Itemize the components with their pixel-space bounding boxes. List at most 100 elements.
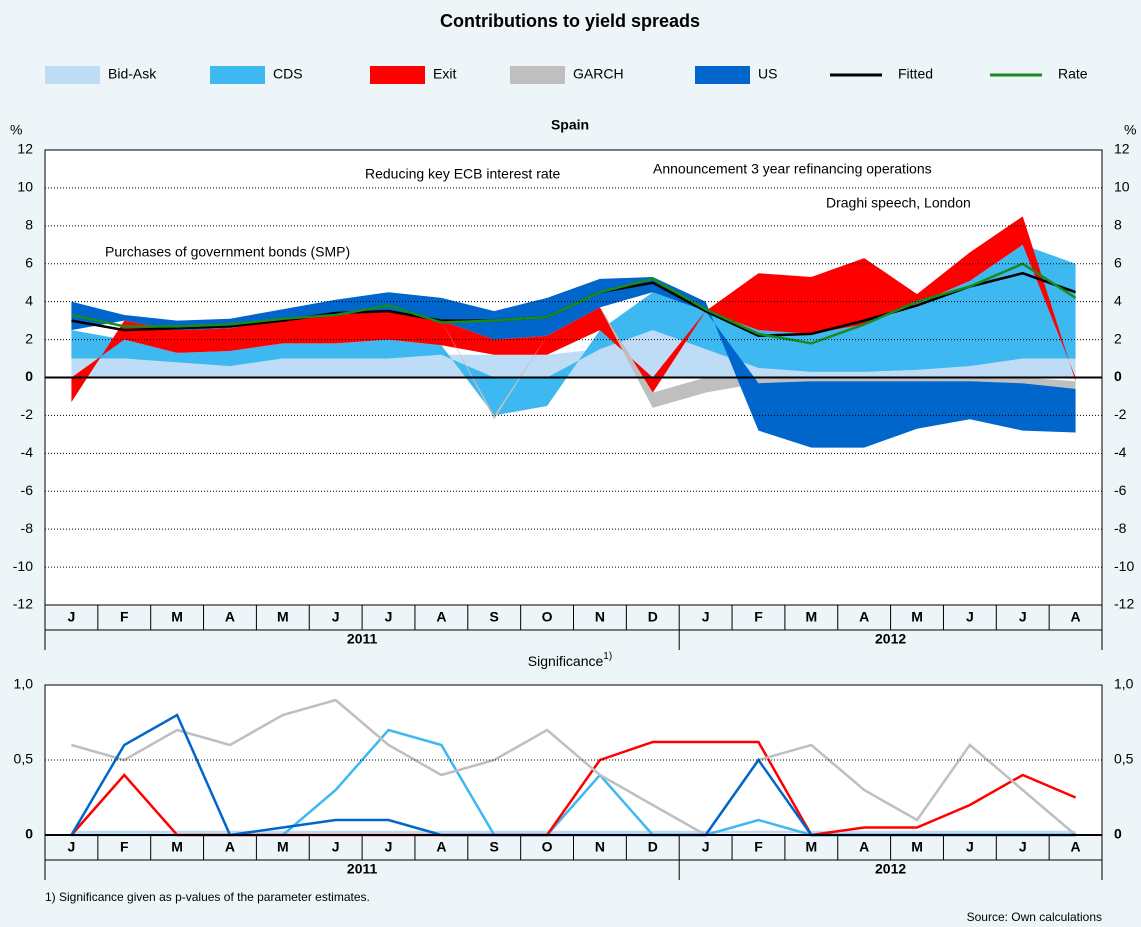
y-tick-label: 0 [25,368,33,384]
x-tick-label: J [702,839,710,855]
y-tick-label: 2 [25,330,33,346]
x-tick-label: M [171,839,183,855]
x-tick-label: J [702,609,710,625]
x-tick-label: F [754,609,763,625]
legend-swatch [370,66,425,84]
x-tick-label: J [385,609,393,625]
y-tick-label: -12 [1114,596,1134,612]
x-tick-label: J [332,609,340,625]
x-tick-label: N [595,609,605,625]
x-tick-label: S [490,609,499,625]
x-tick-label: J [1019,839,1027,855]
x-tick-label: N [595,839,605,855]
year-label: 2011 [347,631,378,647]
x-tick-label: M [911,609,923,625]
line [71,698,1077,837]
line [71,262,1077,345]
title: Contributions to yield spreads [440,11,700,31]
legend-label: CDS [273,66,303,82]
x-tick-label: M [805,609,817,625]
y-tick-label: -2 [21,406,34,422]
x-tick-label: M [277,609,289,625]
y-tick-label: 0,5 [1114,751,1134,767]
legend-label: Exit [433,66,456,82]
x-tick-label: M [171,609,183,625]
legend-label: Rate [1058,66,1088,82]
x-tick-label: A [225,609,235,625]
x-tick-label: O [542,839,553,855]
area [71,216,1076,403]
x-tick-label: S [490,839,499,855]
x-tick-label: A [1071,609,1081,625]
area [71,277,1076,448]
y-tick-label: 4 [1114,292,1122,308]
chart-title: Spain [551,117,589,133]
annotation: Draghi speech, London [826,195,971,211]
y-tick-label: -4 [1114,444,1127,460]
y-tick-label: -10 [13,558,33,574]
y-tick-label: 12 [1114,141,1130,157]
legend-swatch [210,66,265,84]
y-tick-label: 0,5 [14,751,34,767]
x-tick-label: A [1071,839,1081,855]
x-tick-label: F [120,609,129,625]
year-label: 2012 [875,631,906,647]
y-tick-label: -2 [1114,406,1127,422]
y-tick-label: 1,0 [1114,676,1134,692]
annotation-bg [650,159,935,178]
y-tick-label: 0 [1114,826,1122,842]
annotation-bg [102,242,354,261]
x-tick-label: A [859,609,869,625]
x-tick-label: F [120,839,129,855]
footnote: 1) Significance given as p-values of the… [45,890,370,904]
x-tick-label: F [754,839,763,855]
x-tick-label: J [385,839,393,855]
y-tick-label: 10 [1114,179,1130,195]
series-layer [71,216,1077,448]
x-tick-label: J [966,839,974,855]
x-tick-label: J [68,839,76,855]
area [71,330,1076,378]
title-note: 1) [603,651,612,662]
annotation-bg [362,164,564,183]
chart-title: Significance1) [528,651,612,669]
y-unit: % [1124,122,1136,138]
y-tick-label: -6 [21,482,34,498]
y-tick-label: 2 [1114,330,1122,346]
year-label: 2011 [347,861,378,877]
y-tick-label: 0 [25,826,33,842]
y-tick-label: 6 [1114,254,1122,270]
legend-label: Fitted [898,66,933,82]
x-tick-label: A [436,609,446,625]
legend-swatch [695,66,750,84]
x-tick-label: J [966,609,974,625]
annotation: Reducing key ECB interest rate [365,166,561,182]
legend-swatch [45,66,100,84]
legend-swatch [510,66,565,84]
y-tick-label: 8 [25,217,33,233]
x-tick-label: A [859,839,869,855]
x-tick-label: A [225,839,235,855]
y-tick-label: -12 [13,596,33,612]
year-label: 2012 [875,861,906,877]
x-tick-label: A [436,839,446,855]
x-tick-label: M [805,839,817,855]
x-tick-label: D [648,839,658,855]
y-tick-label: 4 [25,292,33,308]
y-tick-label: -4 [21,444,34,460]
y-tick-label: -8 [21,520,34,536]
y-unit: % [10,122,22,138]
x-tick-label: J [1019,609,1027,625]
legend-label: Bid-Ask [108,66,157,82]
y-tick-label: 0 [1114,368,1122,384]
y-tick-label: 12 [17,141,33,157]
x-tick-label: M [277,839,289,855]
y-tick-label: 8 [1114,217,1122,233]
legend-label: US [758,66,777,82]
x-tick-label: M [911,839,923,855]
annotation: Announcement 3 year refinancing operatio… [653,161,932,177]
y-tick-label: -6 [1114,482,1127,498]
annotation-bg [823,193,974,212]
source: Source: Own calculations [967,910,1102,924]
